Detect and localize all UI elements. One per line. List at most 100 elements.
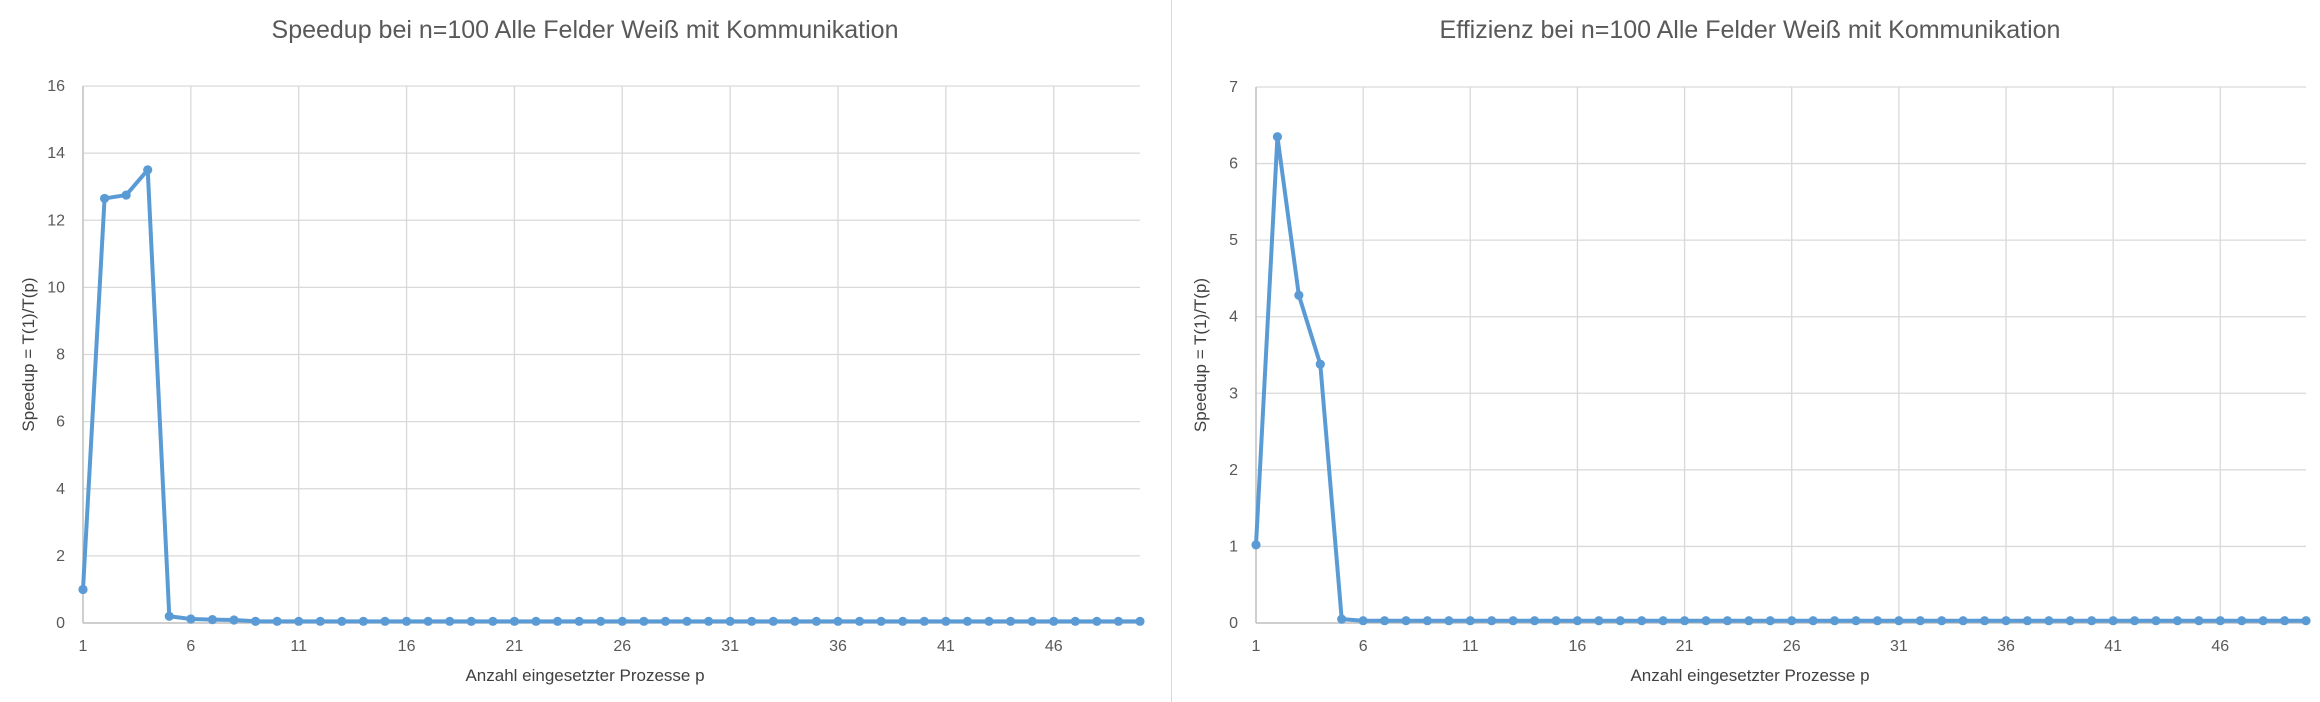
data-point [1294,290,1304,300]
data-point [1787,616,1797,626]
chart-title: Speedup bei n=100 Alle Felder Weiß mit K… [272,16,899,44]
y-tick-label: 2 [56,548,65,565]
efficiency-chart: Effizienz bei n=100 Alle Felder Weiß mit… [1191,16,2311,685]
data-point [747,616,757,626]
data-point [99,193,110,204]
data-point [898,616,908,626]
data-point [1658,616,1668,626]
data-point [574,616,584,626]
data-point [1637,616,1647,626]
x-tick-label: 46 [1045,638,1063,655]
data-point [639,616,649,626]
data-point [294,616,304,626]
x-tick-label: 11 [1462,638,1479,655]
data-point [1092,616,1102,626]
chart-divider [1171,0,1172,702]
y-tick-label: 8 [56,347,65,364]
data-point [1315,359,1325,369]
x-axis-label: Anzahl eingesetzter Prozesse p [1630,666,1869,685]
data-point [315,616,325,626]
data-point [617,616,627,626]
y-axis-label: Speedup = T(1)/T(p) [19,277,38,431]
x-tick-label: 21 [1676,638,1694,655]
x-tick-label: 41 [2104,638,2122,655]
data-point [1358,616,1368,626]
series-line [81,167,1142,624]
x-tick-label: 36 [1997,638,2015,655]
data-point [1251,540,1261,550]
y-tick-label: 2 [1229,462,1238,479]
data-point [1851,616,1861,626]
y-tick-label: 0 [56,615,65,632]
y-tick-label: 7 [1229,79,1238,96]
y-axis-label: Speedup = T(1)/T(p) [1191,278,1210,432]
x-axis-label: Anzahl eingesetzter Prozesse p [465,666,704,685]
data-point [703,616,714,626]
data-point [1979,616,1990,626]
x-tick-label: 41 [937,638,955,655]
y-tick-label: 4 [56,481,65,498]
y-tick-label: 6 [1229,156,1238,173]
y-tick-label: 6 [56,414,65,431]
data-point [1113,616,1124,626]
data-point [1487,616,1497,626]
data-point [207,615,218,625]
data-point [1401,616,1411,626]
data-point [358,616,369,626]
data-point [2279,616,2290,626]
data-point [2151,616,2161,626]
data-point [682,616,692,626]
y-tick-label: 0 [1229,615,1238,632]
data-point [2215,616,2225,626]
data-point [1465,616,1475,626]
data-point [941,616,951,626]
data-point [1005,616,1016,626]
y-tick-label: 1 [1229,538,1238,555]
chart-title: Effizienz bei n=100 Alle Felder Weiß mit… [1440,16,2061,44]
data-point [768,616,778,626]
data-point [2022,616,2033,626]
data-point [466,616,476,626]
x-tick-label: 6 [186,638,195,655]
x-tick-label: 1 [1252,638,1261,655]
data-point [1722,616,1733,626]
data-point [1272,132,1283,142]
data-point [1027,616,1037,626]
data-point [1679,616,1690,626]
x-tick-label: 46 [2211,638,2229,655]
data-point [1744,616,1754,626]
x-tick-label: 26 [1783,638,1801,655]
y-tick-label: 12 [47,212,65,229]
data-point [401,616,412,626]
data-point [1958,616,1968,626]
data-point [121,190,131,200]
data-point [1594,616,1604,626]
data-point [984,616,994,626]
data-point [509,616,520,626]
data-point [596,616,606,626]
y-tick-label: 14 [47,145,65,162]
data-point [2172,616,2183,626]
y-tick-label: 3 [1229,385,1238,402]
speedup-chart: Speedup bei n=100 Alle Felder Weiß mit K… [19,16,1145,685]
data-point [272,616,282,626]
data-point [660,616,671,626]
data-point [2108,616,2118,626]
data-point [1701,616,1711,626]
y-tick-label: 4 [1229,309,1238,326]
data-point [1049,616,1059,626]
data-point [229,615,239,625]
data-point [2129,616,2140,626]
data-point [1829,616,1840,626]
data-point [1872,616,1883,626]
x-tick-label: 11 [290,638,307,655]
x-tick-label: 16 [1569,638,1587,655]
data-point [1529,616,1540,626]
data-point [531,616,541,626]
data-point [2194,616,2204,626]
data-point [445,616,455,626]
data-point [2087,616,2097,626]
data-point [725,616,735,626]
y-tick-label: 16 [47,78,65,95]
